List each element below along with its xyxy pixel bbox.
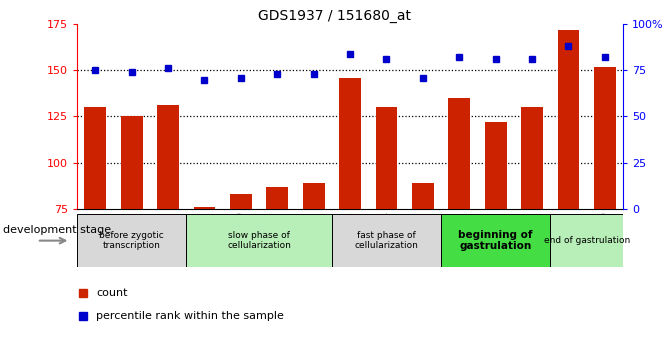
Bar — [332, 214, 441, 267]
Bar — [441, 214, 550, 267]
Bar — [376, 107, 397, 345]
Bar — [186, 214, 332, 267]
Bar — [557, 30, 580, 345]
Bar — [550, 214, 623, 267]
Bar — [485, 122, 507, 345]
Bar — [594, 67, 616, 345]
Bar — [84, 107, 106, 345]
Text: end of gastrulation: end of gastrulation — [543, 236, 630, 245]
Bar — [157, 105, 179, 345]
Bar — [121, 116, 143, 345]
Text: development stage: development stage — [3, 225, 111, 235]
Text: percentile rank within the sample: percentile rank within the sample — [96, 311, 284, 321]
Bar — [303, 183, 324, 345]
Text: count: count — [96, 288, 128, 298]
Bar — [230, 194, 252, 345]
Text: slow phase of
cellularization: slow phase of cellularization — [227, 231, 291, 250]
Bar — [412, 183, 433, 345]
Bar — [339, 78, 361, 345]
Text: GDS1937 / 151680_at: GDS1937 / 151680_at — [259, 9, 411, 23]
Text: before zygotic
transcription: before zygotic transcription — [99, 231, 164, 250]
Bar — [77, 214, 186, 267]
Bar — [448, 98, 470, 345]
Bar — [194, 207, 215, 345]
Text: beginning of
gastrulation: beginning of gastrulation — [458, 230, 533, 252]
Bar — [521, 107, 543, 345]
Bar — [267, 187, 288, 345]
Text: fast phase of
cellularization: fast phase of cellularization — [354, 231, 419, 250]
